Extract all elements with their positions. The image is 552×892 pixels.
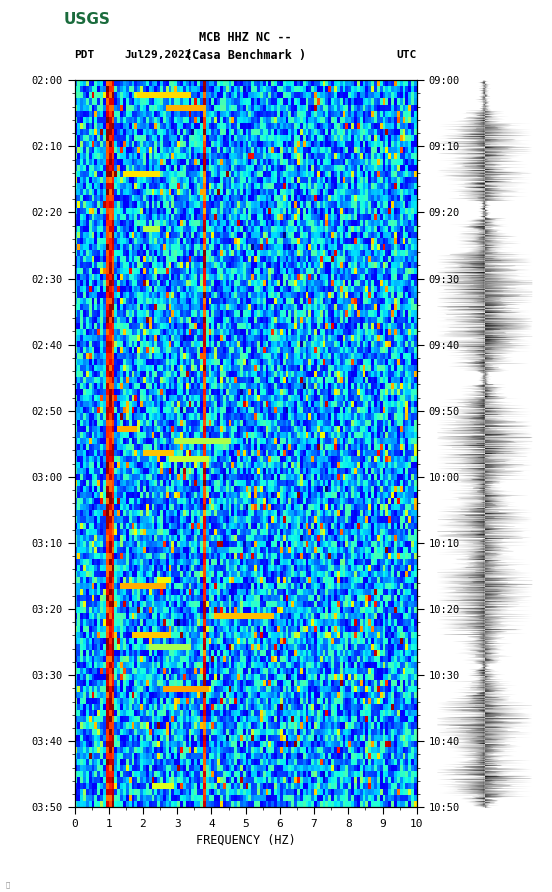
Text: Jul29,2022: Jul29,2022 <box>124 50 192 61</box>
Text: MCB HHZ NC --: MCB HHZ NC -- <box>199 31 292 44</box>
Text: Ⓟ: Ⓟ <box>6 881 10 888</box>
Text: PDT: PDT <box>75 50 95 61</box>
Text: UTC: UTC <box>396 50 417 61</box>
Text: USGS: USGS <box>63 12 110 27</box>
Text: (Casa Benchmark ): (Casa Benchmark ) <box>185 49 306 62</box>
X-axis label: FREQUENCY (HZ): FREQUENCY (HZ) <box>196 833 295 847</box>
